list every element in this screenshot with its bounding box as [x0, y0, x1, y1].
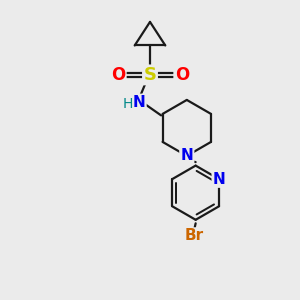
- Text: N: N: [133, 95, 146, 110]
- Text: S: S: [143, 66, 157, 84]
- Text: O: O: [111, 66, 125, 84]
- Text: Br: Br: [184, 229, 204, 244]
- Text: H: H: [122, 97, 133, 111]
- Text: N: N: [180, 148, 193, 164]
- Text: N: N: [213, 172, 226, 187]
- Text: O: O: [175, 66, 189, 84]
